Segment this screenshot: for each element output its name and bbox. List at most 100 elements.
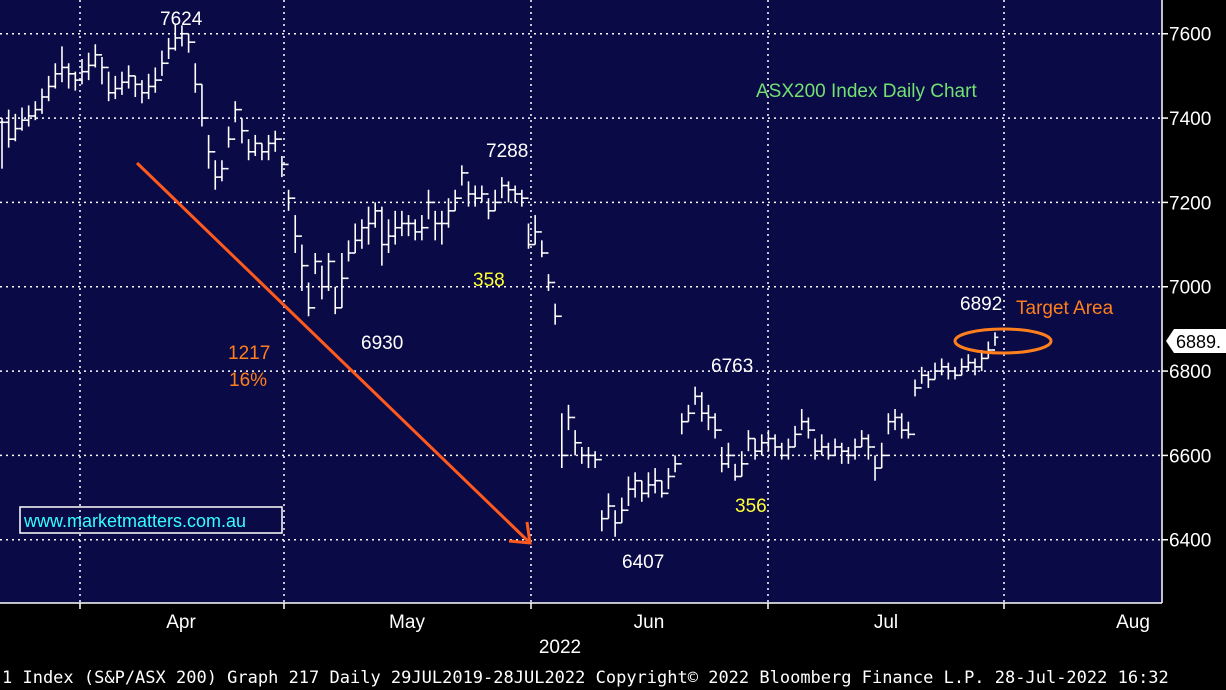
price-bar [238, 108, 246, 144]
price-bar [585, 446, 592, 469]
price-bar [11, 113, 19, 142]
price-bar [745, 430, 752, 465]
price-bar [591, 451, 599, 469]
price-bar [571, 416, 579, 456]
price-bar [598, 458, 606, 532]
price-bar [645, 472, 652, 498]
price-bar [898, 413, 906, 439]
y-tick-label: 7200 [1169, 193, 1211, 214]
price-bar [391, 210, 399, 245]
price-bar [305, 264, 312, 317]
price-bar [5, 109, 12, 148]
price-bar [31, 101, 39, 121]
price-bar [298, 235, 306, 291]
price-bar [705, 404, 712, 431]
price-bar [958, 358, 966, 377]
axis-panel [1162, 0, 1226, 603]
x-tick-label: Jul [874, 612, 898, 633]
price-bar [965, 354, 972, 372]
price-bar [145, 73, 152, 100]
price-bar [518, 189, 526, 207]
price-bar [551, 281, 559, 325]
x-tick-label: Apr [166, 612, 196, 633]
price-bar [845, 446, 852, 464]
price-bar [911, 379, 919, 436]
price-bar [991, 332, 999, 351]
price-bar [858, 430, 866, 448]
trend-arrow [135, 161, 532, 545]
price-bar [765, 430, 772, 452]
decline-percent-label: 16% [229, 370, 267, 391]
price-bar [218, 160, 226, 182]
price-bar [485, 193, 492, 220]
price-bar [878, 442, 886, 469]
price-bar [565, 404, 572, 457]
price-bar [978, 349, 986, 372]
price-bar [178, 25, 186, 47]
target-area-ellipse [953, 327, 1053, 355]
footer-text: 1 Index (S&P/ASX 200) Graph 217 Daily 29… [2, 668, 1169, 688]
price-bar [165, 37, 172, 65]
price-bar [791, 425, 799, 448]
price-bar [0, 118, 6, 169]
price-bar [18, 107, 26, 131]
price-bar [805, 417, 812, 439]
price-bar [731, 454, 739, 481]
price-bar [665, 468, 672, 495]
price-bar [378, 206, 386, 266]
price-bar [545, 252, 552, 291]
x-tick-label: Jun [634, 612, 665, 633]
price-bar [538, 231, 546, 258]
price-bar [25, 105, 32, 127]
price-bar [331, 260, 339, 315]
price-bar [231, 101, 239, 140]
price-bar [358, 219, 366, 249]
price-bar [325, 253, 332, 291]
price-bar [718, 429, 726, 473]
price-bar [405, 215, 412, 237]
price-bar [785, 438, 792, 460]
price-bar [471, 185, 479, 207]
price-bar [251, 134, 259, 157]
price-bar [78, 59, 86, 85]
price-bar [778, 442, 786, 460]
price-bar [658, 479, 666, 498]
price-bar [938, 358, 946, 376]
last-price-label: 6889. [1176, 332, 1221, 352]
price-bar [531, 215, 539, 246]
price-bar [45, 75, 52, 102]
price-bar [385, 219, 392, 254]
watermark-text: www.marketmatters.com.au [23, 511, 246, 531]
price-bar [318, 260, 326, 300]
price-bar [131, 75, 139, 97]
price-bar [618, 497, 626, 524]
price-bar [891, 409, 899, 431]
price-bar [85, 52, 92, 81]
price-bar [398, 210, 406, 237]
footer-bar [0, 658, 1226, 690]
price-bar [925, 371, 932, 388]
price-bar [771, 434, 779, 456]
price-bar [458, 165, 466, 199]
price-bar [65, 63, 72, 89]
price-bar [245, 129, 252, 161]
y-tick-label: 6400 [1169, 531, 1211, 552]
price-bar [691, 386, 699, 415]
price-bar [711, 413, 719, 439]
price-bar [638, 479, 646, 502]
price-bar [198, 83, 206, 127]
watermark-box [19, 506, 283, 534]
price-bar [265, 134, 272, 161]
swing-label-358: 358 [473, 270, 505, 291]
price-bar [651, 468, 659, 494]
x-year-label: 2022 [539, 637, 581, 658]
price-bar [758, 434, 766, 456]
target-area-label: Target Area [1016, 298, 1114, 319]
price-bar [105, 66, 112, 102]
price-bar [438, 210, 446, 245]
price-bar [91, 44, 99, 68]
last-price-marker [1166, 329, 1226, 353]
price-bar [631, 472, 639, 498]
price-bar [345, 240, 352, 280]
price-bar [38, 88, 46, 114]
